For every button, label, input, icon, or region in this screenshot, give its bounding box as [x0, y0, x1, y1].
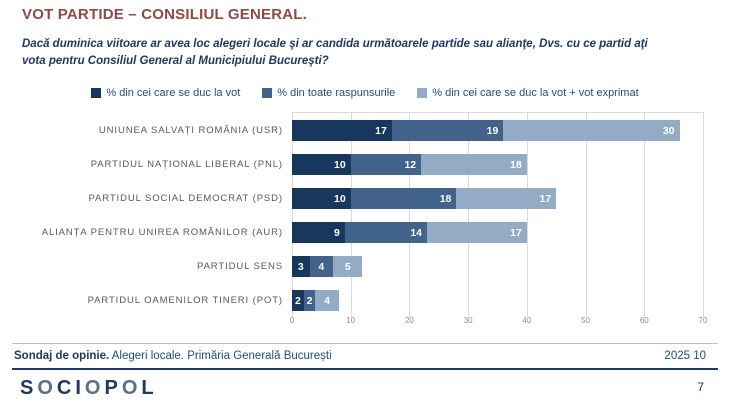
gridline-40	[526, 113, 528, 317]
survey-question: Dacă duminica viitoare ar avea loc alege…	[22, 38, 648, 68]
legend-item-1: % din toate raspunsurile	[262, 87, 395, 99]
gridline-60	[644, 113, 646, 317]
footer-source-rest: Alegeri locale. Primăria Generală Bucure…	[109, 350, 332, 362]
bar-value-label: 10	[334, 158, 346, 171]
bar-segment-series0: 9	[292, 222, 345, 243]
bar-segment-series2: 17	[456, 188, 557, 209]
bar-value-label: 17	[375, 124, 387, 137]
footer-date: 2025 10	[664, 350, 706, 362]
gridline-0	[292, 113, 293, 317]
bar-value-label: 2	[306, 294, 313, 307]
category-label-3: ALIANȚA PENTRU UNIREA ROMÂNILOR (AUR)	[41, 227, 283, 238]
bar-value-label: 12	[404, 158, 417, 171]
x-axis: 0 10 20 30 40 50 60 70	[0, 316, 730, 330]
bar-value-label: 3	[297, 260, 304, 273]
bar-value-label: 2	[294, 294, 301, 307]
footer-source-bold: Sondaj de opinie.	[14, 350, 110, 362]
footer-divider-light	[12, 343, 718, 344]
gridline-30	[468, 113, 470, 317]
bar-segment-series0: 3	[292, 256, 310, 277]
bar-row-1: 10 12 18	[292, 154, 527, 175]
x-tick-label-20: 20	[404, 316, 414, 325]
bar-segment-series2: 18	[421, 154, 527, 175]
bar-segment-series2: 30	[503, 120, 680, 141]
stacked-bar-chart: UNIUNEA SALVAȚI ROMÂNIA (USR) 17 19 30 PARTI…	[0, 112, 730, 317]
legend-label: % din cei care se duc la vot	[106, 87, 241, 99]
category-label-5: PARTIDUL OAMENILOR TINERI (POT)	[87, 295, 283, 306]
legend-item-0: % din cei care se duc la vot	[91, 87, 240, 99]
page-title: VOT PARTIDE – CONSILIUL GENERAL.	[22, 6, 308, 23]
x-tick-label-60: 60	[639, 316, 649, 325]
bar-value-label: 4	[324, 294, 331, 307]
bar-value-label: 10	[334, 192, 346, 205]
bar-value-label: 19	[486, 124, 499, 137]
bar-segment-series1: 18	[350, 188, 457, 209]
logo-letter: O	[84, 377, 105, 399]
bar-segment-series0: 17	[292, 120, 392, 141]
bar-row-4: 3 4 5	[292, 256, 363, 277]
bar-row-3: 9 14 17	[292, 222, 527, 243]
bar-value-label: 17	[510, 226, 522, 239]
plot-area	[292, 112, 704, 317]
bar-segment-series0: 10	[292, 188, 351, 209]
bar-value-label: 17	[539, 192, 552, 205]
bar-segment-series1: 14	[344, 222, 428, 243]
category-label-0: UNIUNEA SALVAȚI ROMÂNIA (USR)	[98, 125, 283, 136]
x-tick-label-30: 30	[463, 316, 473, 325]
logo-letter: O	[37, 377, 57, 399]
x-tick-label-10: 10	[346, 316, 356, 325]
bar-value-label: 14	[410, 226, 423, 239]
bar-segment-series1: 19	[391, 120, 504, 141]
legend-swatch-icon	[91, 88, 102, 98]
page-number: 7	[697, 380, 704, 394]
bar-row-0: 17 19 30	[292, 120, 680, 141]
gridline-10	[350, 113, 352, 317]
x-tick-label-0: 0	[289, 316, 295, 325]
x-tick-label-50: 50	[581, 316, 591, 325]
gridline-50	[585, 113, 587, 317]
x-tick-label-70: 70	[698, 316, 708, 325]
legend-swatch-icon	[417, 88, 428, 98]
bar-value-label: 18	[510, 158, 522, 171]
bar-segment-series0: 10	[292, 154, 351, 175]
bar-value-label: 5	[344, 260, 351, 273]
legend-label: % din cei care se duc la vot + vot expri…	[432, 87, 639, 99]
legend-swatch-icon	[262, 88, 273, 98]
logo-letter: S	[20, 377, 38, 399]
logo-letter: I	[75, 377, 85, 399]
bar-row-2: 10 18 17	[292, 188, 557, 209]
bar-segment-series2: 4	[315, 290, 339, 311]
bar-value-label: 4	[318, 260, 325, 273]
bar-value-label: 30	[662, 124, 675, 137]
logo-letter: L	[141, 377, 158, 399]
bar-segment-series2: 5	[333, 256, 363, 277]
legend-item-2: % din cei care se duc la vot + vot expri…	[417, 87, 639, 99]
x-tick-label-40: 40	[522, 316, 532, 325]
category-label-2: PARTIDUL SOCIAL DEMOCRAT (PSD)	[88, 193, 283, 204]
bar-segment-series1: 12	[350, 154, 422, 175]
footer-divider-navy	[12, 368, 718, 370]
bar-value-label: 18	[439, 192, 452, 205]
bar-value-label: 9	[333, 226, 340, 239]
category-label-1: PARTIDUL NAȚIONAL LIBERAL (PNL)	[90, 159, 283, 170]
logo-letter: C	[56, 377, 76, 399]
footer-source: Sondaj de opinie. Alegeri locale. Primăr…	[14, 350, 574, 362]
gridline-20	[409, 113, 411, 317]
bar-segment-series1: 4	[309, 256, 334, 277]
legend-label: % din toate raspunsurile	[277, 87, 396, 99]
chart-legend: % din cei care se duc la vot % din toate …	[0, 87, 730, 99]
gridline-70	[703, 113, 704, 317]
bar-segment-series0: 2	[292, 290, 304, 311]
bar-segment-series2: 17	[427, 222, 527, 243]
category-label-4: PARTIDUL SENS	[197, 261, 283, 272]
bar-segment-series1: 2	[303, 290, 316, 311]
logo-letter: O	[121, 377, 142, 399]
logo-letter: P	[104, 377, 122, 399]
sociopol-logo: SOCIOPOL	[20, 377, 158, 400]
